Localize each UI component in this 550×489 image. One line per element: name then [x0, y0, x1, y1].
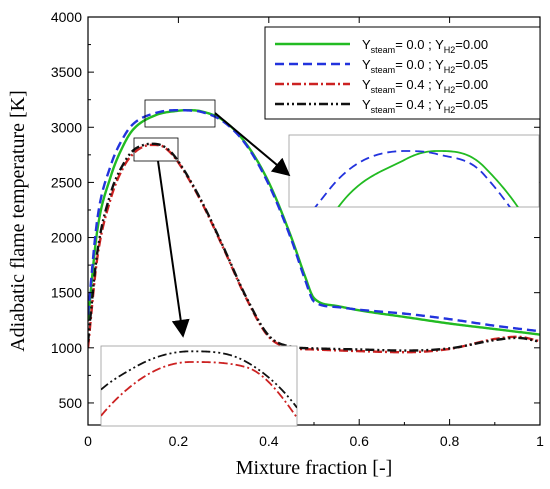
- y-axis-ticks: 500 1000 1500 2000 2500 3000 3500 4000: [51, 9, 540, 411]
- zoom-box-peak-lower: [133, 137, 179, 162]
- legend-label-2: Ysteam= 0.0 ; YH2=0.05: [362, 57, 488, 75]
- inset-series-line-4: [101, 350, 297, 409]
- y-axis-title: Adiabatic flame temperature [K]: [7, 90, 29, 352]
- series-line-1: [88, 108, 540, 336]
- series-line-2: [88, 108, 540, 333]
- y-tick-label: 1500: [51, 285, 82, 301]
- y-tick-label: 2000: [51, 230, 82, 246]
- x-tick-label: 0.4: [259, 433, 279, 449]
- x-tick-label: 0.8: [440, 433, 460, 449]
- x-axis-ticks: 0 0.2 0.4 0.6 0.8 1: [84, 17, 544, 449]
- legend-label-1: Ysteam= 0.0 ; YH2=0.00: [362, 37, 488, 55]
- legend-label-4: Ysteam= 0.4 ; YH2=0.05: [362, 97, 488, 115]
- inset-lower-peak: [100, 345, 298, 427]
- inset-series-line-2: [314, 150, 511, 207]
- y-tick-label: 3500: [51, 64, 82, 80]
- x-axis-title: Mixture fraction [-]: [236, 457, 393, 479]
- legend-label-3: Ysteam= 0.4 ; YH2=0.00: [362, 77, 488, 95]
- x-tick-label: 0.2: [169, 433, 189, 449]
- series-lines: [88, 108, 540, 354]
- inset-upper-peak: [288, 134, 540, 208]
- y-tick-label: 1000: [51, 340, 82, 356]
- y-tick-label: 2500: [51, 174, 82, 190]
- zoom-arrow-upper: [214, 112, 291, 177]
- x-tick-label: 0.6: [349, 433, 369, 449]
- inset-series-line-1: [337, 150, 519, 207]
- y-tick-label: 4000: [51, 9, 82, 25]
- y-tick-label: 500: [59, 395, 83, 411]
- x-tick-label: 1: [536, 433, 544, 449]
- zoom-arrow-lower: [157, 160, 190, 338]
- y-tick-label: 3000: [51, 119, 82, 135]
- x-tick-label: 0: [84, 433, 92, 449]
- legend: Ysteam= 0.0 ; YH2=0.00 Ysteam= 0.0 ; YH2=…: [264, 26, 541, 120]
